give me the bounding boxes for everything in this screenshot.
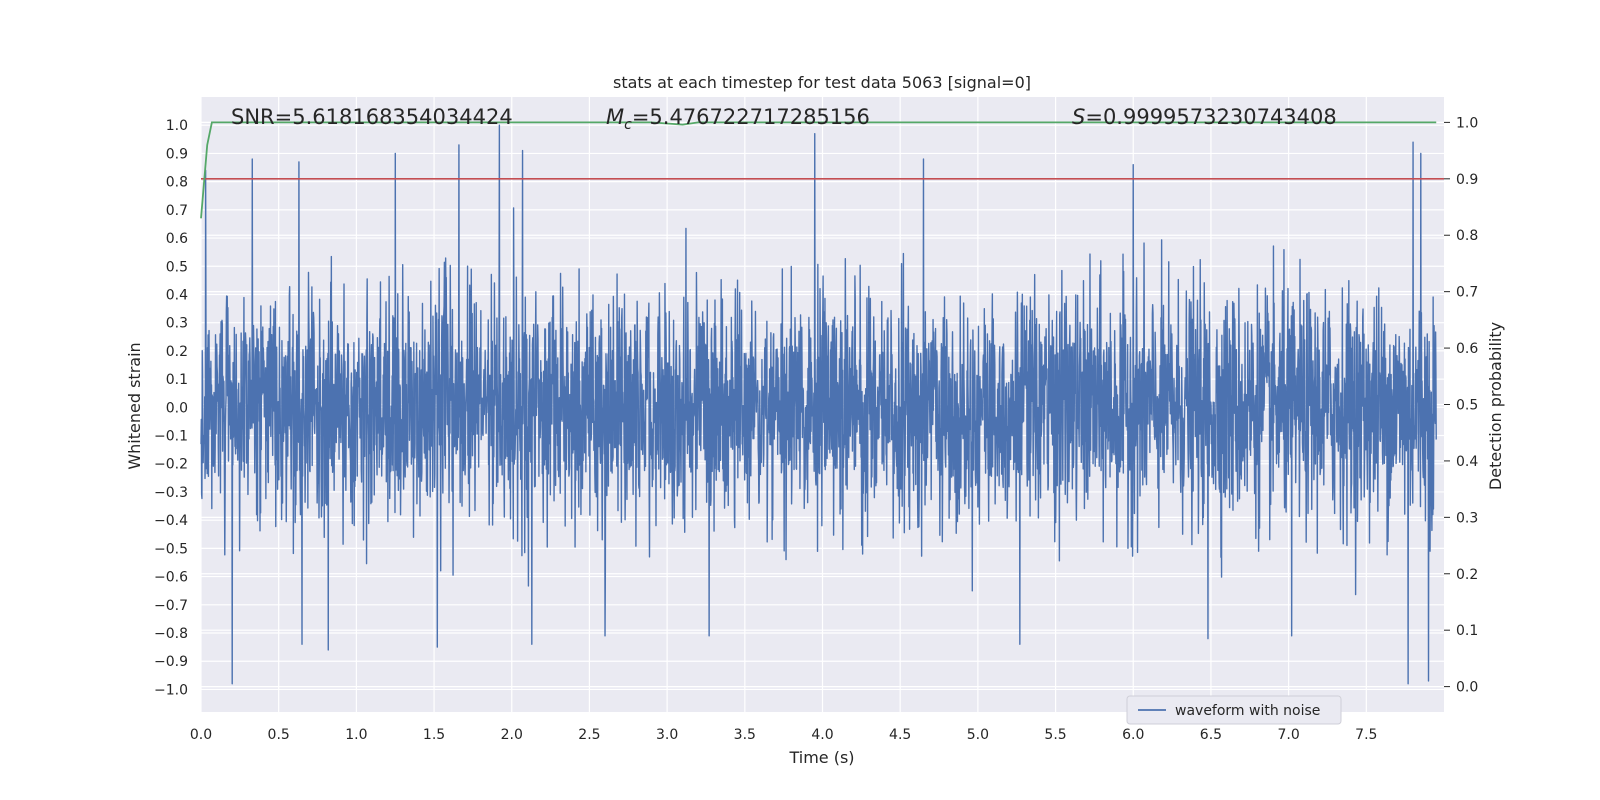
x-tick-label: 4.5	[889, 727, 911, 743]
y-tick-label: 0.8	[166, 175, 188, 191]
x-tick-label: 4.0	[811, 727, 833, 743]
y-tick-label: 0.9	[166, 146, 188, 162]
y-tick-label: 0.0	[166, 400, 188, 416]
y-tick-label: 0.1	[166, 372, 188, 388]
y-tick-label: 0.2	[166, 344, 188, 360]
x-tick-label: 7.5	[1355, 727, 1377, 743]
y-tick-label: −0.2	[154, 457, 188, 473]
series-waveform-with-noise	[200, 124, 1437, 685]
x-tick-label: 7.0	[1277, 727, 1299, 743]
x-tick-label: 3.0	[656, 727, 678, 743]
y2-tick-label: 0.2	[1456, 567, 1478, 583]
x-tick-label: 1.0	[345, 727, 367, 743]
x-tick-label: 0.0	[190, 727, 212, 743]
y2-tick-label: 0.5	[1456, 398, 1478, 414]
y-axis-label: Whitened strain	[125, 342, 144, 469]
y2-tick-label: 0.0	[1456, 680, 1478, 696]
legend-entry-waveform: waveform with noise	[1175, 703, 1320, 719]
snr-annotation: SNR=5.618168354034424	[231, 105, 513, 129]
x-tick-label: 6.5	[1200, 727, 1222, 743]
y2-tick-label: 0.4	[1456, 454, 1478, 470]
y-tick-label: −0.8	[154, 626, 188, 642]
chirp-mass-annotation: Mc=5.476722717285156	[606, 105, 870, 133]
chirp-mass-value: =5.476722717285156	[632, 105, 870, 129]
y-tick-label: −0.9	[154, 654, 188, 670]
x-tick-label: 5.5	[1044, 727, 1066, 743]
legend-box	[1126, 695, 1342, 725]
y2-tick-label: 1.0	[1456, 115, 1478, 131]
y-tick-label: 0.4	[166, 287, 188, 303]
y-tick-label: 0.5	[166, 259, 188, 275]
y-tick-label: 0.7	[166, 203, 188, 219]
x-tick-label: 1.5	[423, 727, 445, 743]
score-annotation: S=0.9999573230743408	[1072, 105, 1337, 129]
y2-tick-label: 0.9	[1456, 172, 1478, 188]
y-tick-label: −0.6	[154, 570, 188, 586]
y-tick-label: 1.0	[166, 118, 188, 134]
y-tick-label: −1.0	[154, 682, 188, 698]
y-tick-label: −0.3	[154, 485, 188, 501]
x-tick-label: 5.0	[967, 727, 989, 743]
score-value: =0.9999573230743408	[1085, 105, 1336, 129]
y-tick-label: 0.6	[166, 231, 188, 247]
chirp-mass-subscript: c	[624, 117, 632, 133]
y-tick-label: −0.5	[154, 541, 188, 557]
x-tick-label: 3.5	[734, 727, 756, 743]
x-tick-label: 2.0	[501, 727, 523, 743]
x-tick-label: 6.0	[1122, 727, 1144, 743]
chart-title: stats at each timestep for test data 506…	[613, 73, 1031, 92]
x-tick-label: 2.5	[578, 727, 600, 743]
x-tick-label: 0.5	[268, 727, 290, 743]
legend: waveform with noise	[1126, 695, 1342, 725]
x-axis-label: Time (s)	[788, 748, 854, 767]
y2-axis-label: Detection probability	[1486, 322, 1505, 490]
y2-tick-label: 0.6	[1456, 341, 1478, 357]
y2-tick-label: 0.3	[1456, 510, 1478, 526]
y2-tick-label: 0.7	[1456, 285, 1478, 301]
y-tick-label: −0.4	[154, 513, 188, 529]
series-detection-probability	[200, 121, 1437, 219]
tick-layer: 0.0 0.5 1.0 1.5 2.0 2.5 3.0 3.5 4.0 4.5 5.0 5.5 6.0 6…	[154, 115, 1478, 743]
y2-tick-label: 0.1	[1456, 623, 1478, 639]
chirp-mass-symbol: M	[606, 105, 624, 129]
y2-tick-label: 0.8	[1456, 228, 1478, 244]
series-layer	[200, 121, 1444, 685]
y-tick-label: 0.3	[166, 316, 188, 332]
y-tick-label: −0.1	[154, 429, 188, 445]
y-tick-label: −0.7	[154, 598, 188, 614]
score-symbol: S	[1072, 105, 1085, 129]
